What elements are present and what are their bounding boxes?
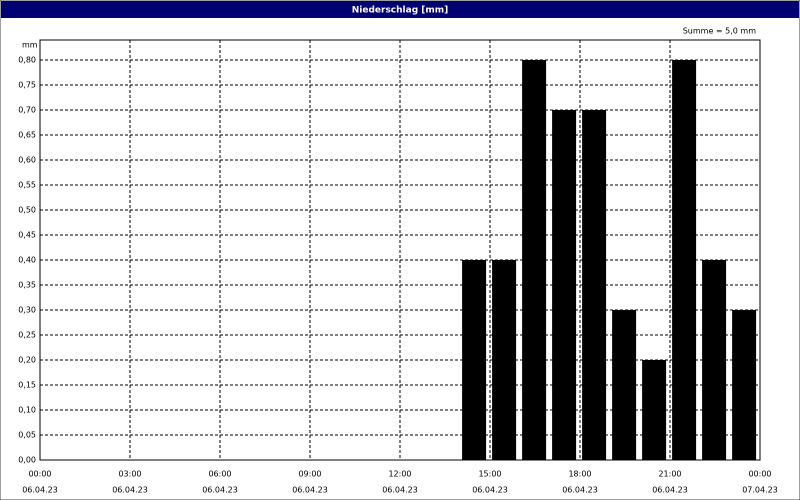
title-bar [1, 1, 799, 18]
bar [612, 310, 637, 460]
bar [582, 110, 607, 460]
window-title: Niederschlag [mm] [352, 6, 449, 16]
plot-border [39, 39, 761, 461]
y-tick-label: 0,65 [18, 131, 36, 140]
y-tick-label: 0,75 [18, 81, 36, 90]
x-tick-date: 06.04.23 [652, 486, 688, 495]
bar [492, 260, 517, 460]
y-tick-label: 0,05 [18, 431, 36, 440]
x-tick-label: 00:00 [748, 470, 771, 479]
y-tick-label: 0,55 [18, 181, 36, 190]
y-tick-label: 0,40 [18, 256, 36, 265]
y-tick-label: 0,00 [18, 456, 36, 465]
y-tick-label: 0,45 [18, 231, 36, 240]
bar [732, 310, 757, 460]
x-tick-label: 18:00 [568, 470, 591, 479]
y-tick-label: 0,60 [18, 156, 36, 165]
x-tick-label: 21:00 [658, 470, 681, 479]
y-tick-label: 0,30 [18, 306, 36, 315]
x-tick-date: 06.04.23 [382, 486, 418, 495]
y-tick-label: 0,20 [18, 356, 36, 365]
x-tick-date: 07.04.23 [742, 486, 778, 495]
y-tick-label: 0,50 [18, 206, 36, 215]
x-tick-date: 06.04.23 [562, 486, 598, 495]
y-tick-label: 0,25 [18, 331, 36, 340]
annotation: Summe = 5,0 mm [683, 27, 757, 36]
bar [672, 60, 697, 460]
x-tick-date: 06.04.23 [202, 486, 238, 495]
y-tick-label: 0,80 [18, 56, 36, 65]
x-tick-date: 06.04.23 [472, 486, 508, 495]
bar [462, 260, 487, 460]
y-tick-label: 0,10 [18, 406, 36, 415]
x-tick-label: 03:00 [118, 470, 141, 479]
x-tick-date: 06.04.23 [22, 486, 58, 495]
x-tick-date: 06.04.23 [112, 486, 148, 495]
y-tick-label: 0,15 [18, 381, 36, 390]
bar [702, 260, 727, 460]
x-tick-label: 00:00 [28, 470, 51, 479]
x-tick-label: 09:00 [298, 470, 321, 479]
y-tick-label: 0,35 [18, 281, 36, 290]
x-tick-label: 06:00 [208, 470, 231, 479]
bar [552, 110, 577, 460]
y-tick-label: 0,70 [18, 106, 36, 115]
bar [522, 60, 547, 460]
y-unit: mm [22, 41, 38, 50]
x-tick-label: 12:00 [388, 470, 411, 479]
x-tick-date: 06.04.23 [292, 486, 328, 495]
bar [642, 360, 667, 460]
x-tick-label: 15:00 [478, 470, 501, 479]
